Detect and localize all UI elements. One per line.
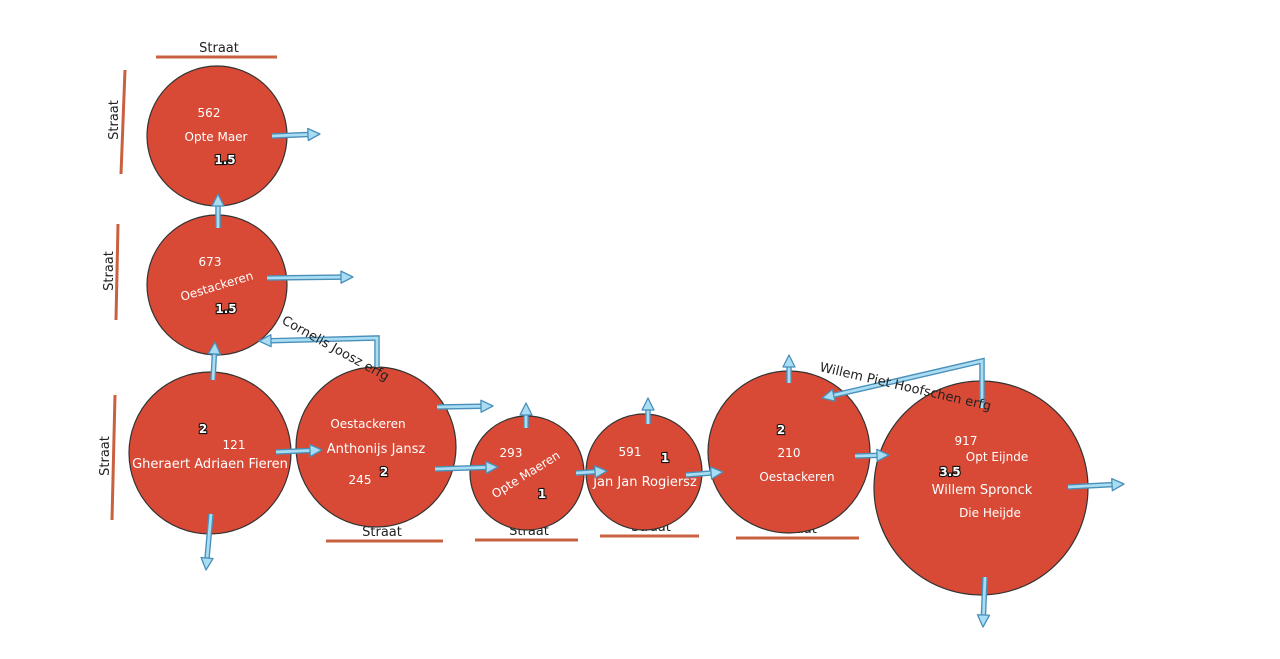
arrow-917-east-head [1111,478,1125,492]
arrow-121-north [207,341,222,381]
parcel-121-size: 2 [199,422,207,436]
arrow-210-east-shaft [854,453,878,458]
arrow-562-east-head [307,127,321,142]
parcel-121-circle [128,371,292,535]
parcel-591-owner: Jan Jan Rogiersz [592,475,697,490]
arrow-121-south-shaft [205,513,213,559]
street-lines [110,55,859,543]
parcel-121-number: 121 [223,438,246,452]
street-line-left-2 [114,223,120,321]
arrow-245-east-top-shaft [436,404,482,409]
parcel-591-labels: 591 1 Jan Jan Rogiersz [592,445,697,490]
arrow-121-east-head [309,443,323,458]
arrow-673-north [211,193,225,228]
arrow-591-east [685,466,724,480]
parcel-917-owner: Willem Spronck [932,483,1033,498]
arrow-121-east-shaft [275,449,311,454]
arrow-293-east-head [593,465,608,479]
parcel-917-labels: 917 Opt Eijnde 3.5 Willem Spronck Die He… [932,434,1033,520]
arrow-293-north-head [519,402,533,416]
arrow-245-east-top-head [480,399,494,413]
arrow-245-east [434,460,499,475]
arrow-917-east-shaft [1067,483,1113,489]
arrow-591-north-head [641,397,655,411]
arrow-willem-piet-shaft [833,359,984,408]
parcels [128,65,1089,596]
parcel-562-labels: 562 Opte Maer 1.5 [185,106,248,168]
arrow-673-east-head [340,270,354,284]
arrow-121-north-shaft [211,353,216,381]
parcel-917-place-2: Die Heijde [959,506,1021,520]
arrow-673-north-head [211,193,225,207]
arrow-673-east [266,270,354,284]
arrow-917-south-head [976,614,991,628]
arrow-210-north [782,354,796,383]
parcel-562-size: 1.5 [214,153,235,167]
parcel-121-owner: Gheraert Adriaen Fieren [132,457,288,472]
parcel-917-number: 917 [955,434,978,448]
street-label-left-1: Straat [107,100,122,140]
arrow-293-north [519,402,533,428]
arrow-917-south-shaft [982,576,987,616]
street-line-left-3 [110,394,117,521]
flow-arrows [200,127,1125,628]
parcel-210-labels: 2 210 Oestackeren [759,422,834,484]
arrow-121-south [200,513,214,571]
arrow-293-east [575,465,608,479]
parcel-121-labels: 2 121 Gheraert Adriaen Fieren [132,421,288,472]
parcel-917-place: Opt Eijnde [966,450,1028,464]
arrow-917-south [976,576,991,628]
parcel-245-labels: Oestackeren Anthonijs Jansz 2 245 [327,417,426,487]
parcel-245-owner: Anthonijs Jansz [327,442,426,457]
arrow-210-east [854,448,890,463]
parcel-245-place: Oestackeren [330,417,405,431]
parcel-562-number: 562 [198,106,221,120]
street-line-left-1 [119,69,127,175]
parcel-293-size: 1 [538,487,546,501]
arrow-591-north [641,397,655,424]
arrow-562-east-shaft [271,133,309,138]
street-label-left-3: Straat [98,436,113,476]
parcel-673-size: 1.5 [215,302,236,316]
arrow-cornelis [258,334,380,367]
arrow-121-north-head [207,341,222,355]
parcel-245-size: 2 [380,465,388,479]
parcel-917-size: 3.5 [939,465,960,479]
arrow-cornelis-shaft [270,336,379,367]
parcel-591-number: 591 [619,445,642,459]
parcel-210-number: 210 [778,446,801,460]
street-label-bottom-1: Straat [362,525,402,540]
arrow-293-east-shaft [575,470,596,475]
arrow-245-east-shaft [434,465,487,471]
arrow-121-south-head [200,556,214,571]
parcel-591-size: 1 [661,451,669,465]
arrow-willem-piet-head [821,388,836,402]
arrow-210-north-head [782,354,796,368]
street-label-top: Straat [199,41,239,56]
parcel-245-number: 245 [349,473,372,487]
arrow-willem-piet [821,357,985,408]
parcel-562-place: Opte Maer [185,130,248,144]
arrow-591-east-shaft [685,471,712,477]
arrow-917-east [1067,478,1125,492]
arrow-562-east [271,127,321,142]
parcel-293-number: 293 [500,446,523,460]
arrow-673-east-shaft [266,275,342,280]
arrow-245-east-top [436,399,494,413]
arrow-121-east [275,443,323,458]
parcel-210-place: Oestackeren [759,470,834,484]
parcel-210-size: 2 [777,423,785,437]
arrow-210-east-head [876,448,890,463]
arrow-cornelis-head [258,334,272,348]
arrow-591-east-head [709,466,724,480]
parcel-673-number: 673 [199,255,222,269]
arrow-245-east-head [485,460,499,475]
street-label-left-2: Straat [102,251,117,291]
